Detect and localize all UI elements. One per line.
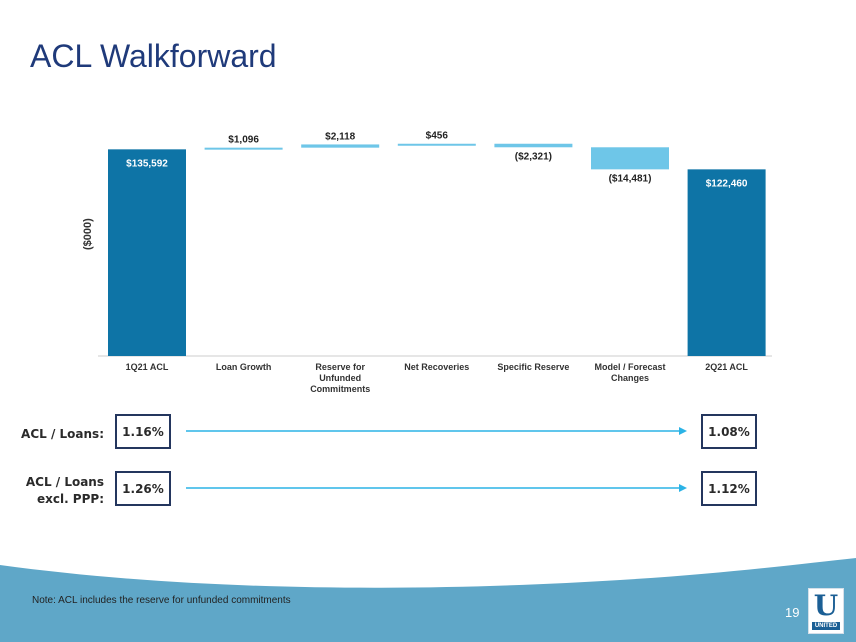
data-label-0: $135,592 xyxy=(126,158,168,169)
footer-wave xyxy=(0,558,856,642)
data-label-5: ($14,481) xyxy=(609,173,652,184)
logo-letter: U xyxy=(813,589,839,622)
bar-6 xyxy=(687,169,766,356)
bar-0 xyxy=(108,149,186,356)
data-label-3: $456 xyxy=(426,131,449,142)
data-label-1: $1,096 xyxy=(228,135,259,146)
company-logo: U UNITED xyxy=(808,588,844,634)
ratio-label-acl-loans-excl-ppp: ACL / Loans excl. PPP: xyxy=(25,475,104,506)
bar-4 xyxy=(494,143,573,148)
ratio-end-acl-loans: 1.08% xyxy=(701,414,757,449)
data-label-4: ($2,321) xyxy=(515,151,552,162)
bar-1 xyxy=(204,147,283,150)
category-label-4: Specific Reserve xyxy=(497,362,569,372)
category-label-1: Loan Growth xyxy=(216,362,272,372)
data-label-6: $122,460 xyxy=(706,178,748,189)
ratio-end-acl-loans-excl-ppp: 1.12% xyxy=(701,471,757,506)
data-label-2: $2,118 xyxy=(325,131,355,142)
y-axis-label: ($000) xyxy=(82,218,94,250)
category-label-3: Net Recoveries xyxy=(404,362,469,372)
bar-3 xyxy=(397,143,476,146)
bar-5 xyxy=(591,147,669,170)
ratio-arrow-acl-loans-excl-ppp xyxy=(186,484,687,492)
page-number: 19 xyxy=(785,605,800,620)
logo-wordmark: UNITED xyxy=(812,622,840,630)
waterfall-chart: $135,592 1Q21 ACL $1,096 Loan Growth $2,118 R… xyxy=(98,131,772,394)
category-label-2: Reserve for Unfunded Commitments xyxy=(310,362,370,394)
ratio-start-acl-loans: 1.16% xyxy=(115,414,171,449)
footnote: Note: ACL includes the reserve for unfun… xyxy=(32,595,291,606)
bar-2 xyxy=(301,144,380,148)
category-label-0: 1Q21 ACL xyxy=(126,362,169,372)
category-label-5: Model / Forecast Changes xyxy=(594,362,665,383)
ratio-arrow-acl-loans xyxy=(186,427,687,435)
page-title: ACL Walkforward xyxy=(30,38,277,74)
category-label-6: 2Q21 ACL xyxy=(705,362,748,372)
ratio-label-acl-loans: ACL / Loans: xyxy=(21,427,104,441)
ratio-start-acl-loans-excl-ppp: 1.26% xyxy=(115,471,171,506)
